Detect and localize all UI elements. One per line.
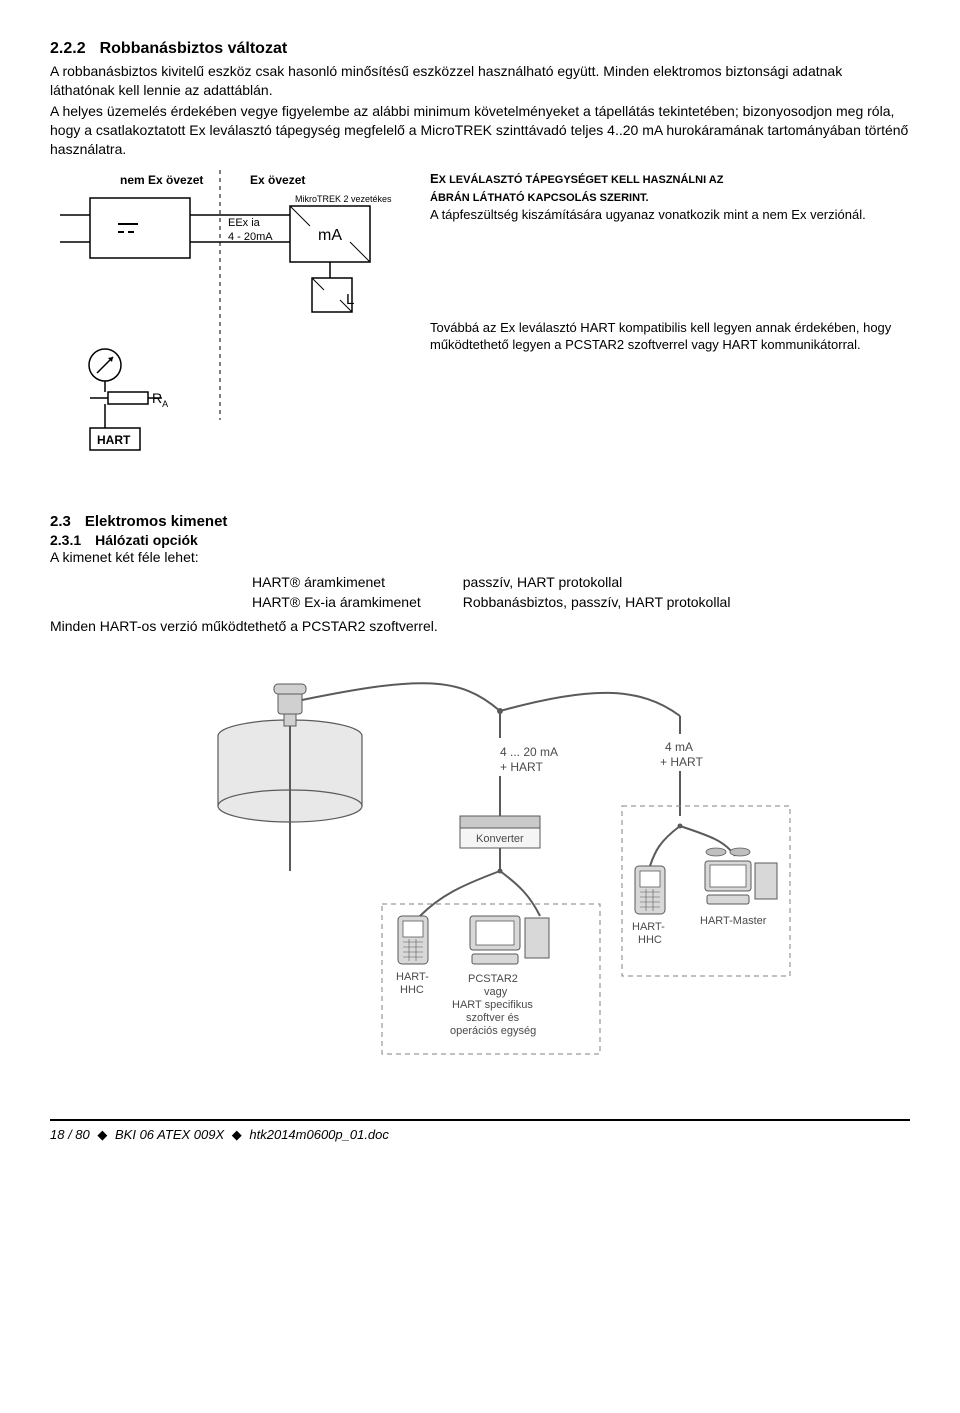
branch-left-label: 4 ... 20 mA + HART — [500, 745, 558, 774]
label-ra: RA — [152, 390, 168, 409]
svg-text:4 mA: 4 mA — [665, 740, 693, 754]
label-pcstar: PCSTAR2 — [468, 973, 518, 985]
label-hhc-left: HART- — [396, 971, 429, 983]
label-konverter: Konverter — [476, 833, 524, 845]
svg-text:HART specifikus: HART specifikus — [452, 999, 533, 1011]
heading-231: 2.3.1 Hálózati opciók — [50, 532, 910, 548]
label-wires: MikroTREK 2 vezetékes — [295, 194, 392, 204]
heading-title: Robbanásbiztos változat — [100, 40, 288, 57]
page-footer: 18 / 80 ◆ BKI 06 ATEX 009X ◆ htk2014m060… — [50, 1119, 910, 1143]
pc-icon — [470, 916, 549, 964]
output-intro: A kimenet két féle lehet: — [50, 548, 910, 567]
footer-page: 18 / 80 — [50, 1127, 90, 1142]
resistor — [108, 392, 148, 404]
hart-master-icon — [705, 848, 777, 904]
svg-text:vagy: vagy — [484, 986, 508, 998]
svg-text:operációs egység: operációs egység — [450, 1025, 536, 1037]
cell: Robbanásbiztos, passzív, HART protokolla… — [463, 593, 771, 611]
heading-23-title: Elektromos kimenet — [85, 513, 228, 530]
cell: passzív, HART protokollal — [463, 573, 771, 591]
svg-text:szoftver és: szoftver és — [466, 1012, 520, 1024]
heading-num: 2.2.2 — [50, 40, 86, 57]
svg-text:4 ... 20 mA: 4 ... 20 mA — [500, 745, 558, 759]
heading-222: 2.2.2 Robbanásbiztos változat — [50, 40, 910, 58]
label-nonex-zone: nem Ex övezet — [120, 173, 203, 187]
ex-notes-column: EX LEVÁLASZTÓ TÁPEGYSÉGET KELL HASZNÁLNI… — [430, 170, 910, 493]
ex-wiring-diagram: nem Ex övezet Ex övezet EEx ia 4 - 20mA … — [50, 170, 410, 493]
heading-231-num: 2.3.1 — [50, 532, 81, 548]
svg-text:+ HART: + HART — [500, 760, 543, 774]
signal-cable — [302, 683, 500, 711]
para-222-2: A helyes üzemelés érdekében vegye figyel… — [50, 102, 910, 159]
hart-hhc-icon-right — [635, 866, 665, 914]
label-ex-zone: Ex övezet — [250, 173, 305, 187]
cell: HART® Ex-ia áramkimenet — [252, 593, 461, 611]
svg-text:HHC: HHC — [638, 934, 662, 946]
table-row: HART® áramkimenet passzív, HART protokol… — [252, 573, 770, 591]
branch-right-label: 4 mA + HART — [660, 740, 703, 769]
footer-doc: htk2014m0600p_01.doc — [249, 1127, 389, 1142]
system-diagram: 4 ... 20 mA + HART 4 mA + HART Konverter… — [50, 656, 910, 1069]
diamond-icon: ◆ — [97, 1127, 107, 1142]
label-range: 4 - 20mA — [228, 231, 273, 243]
heading-23-num: 2.3 — [50, 513, 71, 530]
table-row: HART® Ex-ia áramkimenet Robbanásbiztos, … — [252, 593, 770, 611]
output-options-table: HART® áramkimenet passzív, HART protokol… — [250, 571, 772, 613]
heading-231-title: Hálózati opciók — [95, 532, 198, 548]
label-master: HART-Master — [700, 915, 767, 927]
ex-wiring-block: nem Ex övezet Ex övezet EEx ia 4 - 20mA … — [50, 170, 910, 493]
label-hhc-right: HART- — [632, 921, 665, 933]
heading-23: 2.3 Elektromos kimenet — [50, 513, 910, 530]
tank-icon — [218, 684, 362, 871]
label-hart: HART — [97, 433, 131, 447]
label-l: L — [346, 291, 354, 308]
cell: HART® áramkimenet — [252, 573, 461, 591]
footer-atex: BKI 06 ATEX 009X — [115, 1127, 224, 1142]
output-footline: Minden HART-os verzió működtethető a PCS… — [50, 617, 910, 636]
label-eexia: EEx ia — [228, 217, 261, 229]
svg-text:+ HART: + HART — [660, 755, 703, 769]
diamond-icon: ◆ — [232, 1127, 242, 1142]
hart-hhc-icon-left — [398, 916, 428, 964]
ex-note-1: EX LEVÁLASZTÓ TÁPEGYSÉGET KELL HASZNÁLNI… — [430, 170, 910, 223]
konverter-box: Konverter — [460, 816, 540, 848]
para-222-1: A robbanásbiztos kivitelű eszköz csak ha… — [50, 62, 910, 100]
label-ma: mA — [318, 227, 342, 244]
svg-text:HHC: HHC — [400, 984, 424, 996]
ex-note-2: Továbbá az Ex leválasztó HART kompatibil… — [430, 319, 910, 354]
isolator-box — [90, 198, 190, 258]
